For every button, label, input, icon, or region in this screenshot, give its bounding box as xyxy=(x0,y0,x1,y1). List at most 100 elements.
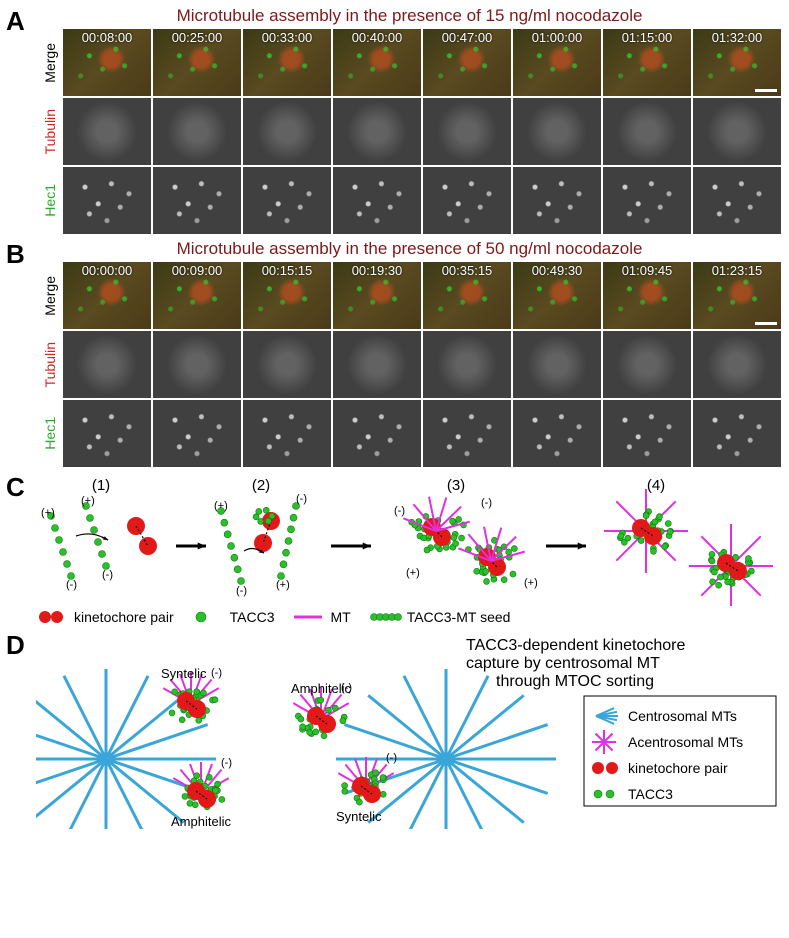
svg-text:(+): (+) xyxy=(41,507,55,519)
micrograph-row: Merge00:08:0000:25:0000:33:0000:40:0000:… xyxy=(42,28,783,97)
micrograph-cell: 01:15:00 xyxy=(602,28,692,97)
svg-text:(4): (4) xyxy=(647,477,665,494)
micrograph-row: Tubulin xyxy=(42,97,783,166)
timestamp: 01:09:45 xyxy=(603,263,691,278)
micrograph-cell xyxy=(422,399,512,468)
micrograph-cell xyxy=(602,330,692,399)
legend-item: TACC3 xyxy=(192,608,275,626)
micrograph-cell xyxy=(332,330,422,399)
timestamp: 01:23:15 xyxy=(693,263,781,278)
micrograph-cell: 00:35:15 xyxy=(422,261,512,330)
panel-b-letter: B xyxy=(6,239,25,270)
panel-a: A Microtubule assembly in the presence o… xyxy=(6,6,783,235)
micrograph-row: Tubulin xyxy=(42,330,783,399)
panel-a-grid: Merge00:08:0000:25:0000:33:0000:40:0000:… xyxy=(6,28,783,235)
panel-b: B Microtubule assembly in the presence o… xyxy=(6,239,783,468)
row-label: Tubulin xyxy=(42,109,58,154)
legend-item: kinetochore pair xyxy=(36,608,174,626)
panel-c-diagram: (1)(2)(3)(4)(+)(-)(+)(-)(+)(-)(-)(+)(-)(… xyxy=(36,476,783,606)
micrograph-cell: 00:47:00 xyxy=(422,28,512,97)
micrograph-cell xyxy=(152,97,242,166)
timestamp: 01:32:00 xyxy=(693,30,781,45)
panel-a-title: Microtubule assembly in the presence of … xyxy=(6,6,783,26)
svg-text:(-): (-) xyxy=(386,752,397,764)
svg-text:(2): (2) xyxy=(252,477,270,494)
micrograph-cell xyxy=(242,399,332,468)
svg-text:Acentrosomal MTs: Acentrosomal MTs xyxy=(628,734,743,750)
timestamp: 00:15:15 xyxy=(243,263,331,278)
svg-text:kinetochore pair: kinetochore pair xyxy=(628,760,728,776)
svg-text:(-): (-) xyxy=(236,585,247,597)
micrograph-cell: 00:40:00 xyxy=(332,28,422,97)
micrograph-cell: 00:33:00 xyxy=(242,28,332,97)
micrograph-cell xyxy=(62,166,152,235)
svg-text:(-): (-) xyxy=(481,497,492,509)
legend-label: kinetochore pair xyxy=(74,609,174,625)
panel-d-letter: D xyxy=(6,630,25,661)
micrograph-cell: 00:00:00 xyxy=(62,261,152,330)
row-label: Merge xyxy=(42,276,58,316)
micrograph-cell xyxy=(512,399,602,468)
svg-text:(-): (-) xyxy=(394,505,405,517)
svg-text:TACC3: TACC3 xyxy=(628,786,673,802)
micrograph-cell xyxy=(332,97,422,166)
timestamp: 00:35:15 xyxy=(423,263,511,278)
panel-b-title: Microtubule assembly in the presence of … xyxy=(6,239,783,259)
micrograph-cell xyxy=(152,166,242,235)
micrograph-cell xyxy=(422,97,512,166)
timestamp: 01:00:00 xyxy=(513,30,601,45)
micrograph-cell xyxy=(602,97,692,166)
svg-text:(-): (-) xyxy=(221,757,232,769)
svg-text:(-): (-) xyxy=(341,682,352,694)
svg-text:Amphitelic: Amphitelic xyxy=(171,814,231,829)
svg-text:(-): (-) xyxy=(66,579,77,591)
timestamp: 00:47:00 xyxy=(423,30,511,45)
timestamp: 00:49:30 xyxy=(513,263,601,278)
micrograph-cell xyxy=(242,330,332,399)
panel-c-letter: C xyxy=(6,472,25,503)
panel-a-letter: A xyxy=(6,6,25,37)
figure: A Microtubule assembly in the presence o… xyxy=(6,6,783,829)
micrograph-cell: 00:19:30 xyxy=(332,261,422,330)
micrograph-cell xyxy=(512,97,602,166)
micrograph-cell: 01:00:00 xyxy=(512,28,602,97)
svg-text:(+): (+) xyxy=(81,495,95,507)
timestamp: 01:15:00 xyxy=(603,30,691,45)
micrograph-cell xyxy=(602,399,692,468)
svg-text:(1): (1) xyxy=(92,477,110,494)
timestamp: 00:00:00 xyxy=(63,263,151,278)
micrograph-cell xyxy=(152,399,242,468)
micrograph-cell xyxy=(692,330,782,399)
timestamp: 00:25:00 xyxy=(153,30,241,45)
panel-d: D TACC3-dependent kinetochorecapture by … xyxy=(6,630,783,829)
micrograph-cell xyxy=(62,97,152,166)
legend-label: TACC3-MT seed xyxy=(407,609,511,625)
panel-c-legend: kinetochore pair TACC3 MT TACC3-MT seed xyxy=(6,608,783,626)
micrograph-cell xyxy=(422,330,512,399)
micrograph-cell xyxy=(242,166,332,235)
timestamp: 00:40:00 xyxy=(333,30,421,45)
micrograph-cell xyxy=(692,166,782,235)
row-label: Merge xyxy=(42,43,58,83)
micrograph-cell: 00:25:00 xyxy=(152,28,242,97)
svg-text:(-): (-) xyxy=(211,667,222,679)
svg-text:(+): (+) xyxy=(406,567,420,579)
micrograph-row: Hec1 xyxy=(42,166,783,235)
legend-label: MT xyxy=(330,609,350,625)
micrograph-cell: 01:32:00 xyxy=(692,28,782,97)
timestamp: 00:33:00 xyxy=(243,30,331,45)
legend-item: TACC3-MT seed xyxy=(369,608,511,626)
svg-text:(+): (+) xyxy=(214,500,228,512)
svg-text:Syntelic: Syntelic xyxy=(336,809,382,824)
svg-text:(-): (-) xyxy=(102,569,113,581)
micrograph-cell: 01:09:45 xyxy=(602,261,692,330)
legend-label: TACC3 xyxy=(230,609,275,625)
panel-b-grid: Merge00:00:0000:09:0000:15:1500:19:3000:… xyxy=(6,261,783,468)
legend-item: MT xyxy=(292,608,350,626)
scalebar xyxy=(755,89,777,92)
timestamp: 00:09:00 xyxy=(153,263,241,278)
svg-text:(3): (3) xyxy=(447,477,465,494)
micrograph-cell xyxy=(62,330,152,399)
micrograph-cell xyxy=(422,166,512,235)
micrograph-cell xyxy=(332,399,422,468)
